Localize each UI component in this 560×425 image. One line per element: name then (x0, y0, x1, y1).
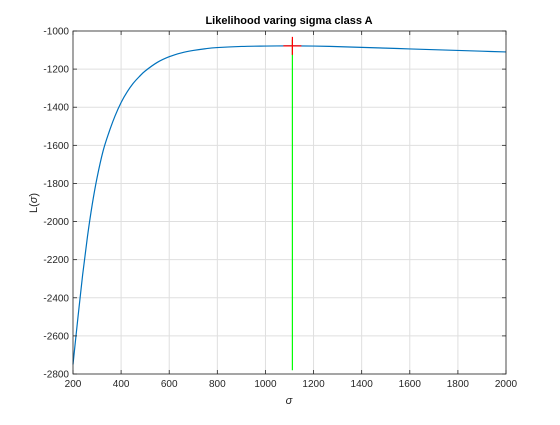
y-axis-label-suffix: ) (28, 193, 40, 197)
y-tick-label: -2400 (43, 293, 69, 304)
tick-layer: 200 400 600 800 1000 1200 1400 1600 1800 2000 -280… (43, 27, 517, 391)
x-tick-label: 1200 (302, 379, 325, 390)
data-layer (72, 36, 507, 371)
x-tick-label: 1400 (351, 379, 374, 390)
y-tick-label: -1400 (43, 103, 69, 114)
y-tick-label: -1600 (43, 141, 69, 152)
x-tick-label: 1600 (399, 379, 422, 390)
y-tick-label: -2800 (43, 370, 69, 381)
likelihood-series-line (72, 45, 507, 365)
y-tick-label: -1800 (43, 179, 69, 190)
grid-layer (72, 30, 507, 375)
x-tick-label: 200 (65, 379, 82, 390)
y-axis-label-prefix: L( (28, 203, 40, 213)
y-tick-label: -2000 (43, 217, 69, 228)
x-tick-label: 600 (161, 379, 178, 390)
x-tick-label: 1800 (447, 379, 470, 390)
chart-title: Likelihood varing sigma class A (205, 15, 372, 27)
y-axis-label-symbol: σ (28, 196, 40, 203)
axes-box (72, 30, 507, 375)
y-axis-label: L(σ) (28, 193, 40, 213)
x-tick-label: 400 (113, 379, 130, 390)
y-tick-label: -2200 (43, 255, 69, 266)
x-tick-label: 1000 (254, 379, 277, 390)
x-axis-label: σ (286, 395, 293, 407)
y-tick-label: -1200 (43, 65, 69, 76)
x-tick-label: 800 (209, 379, 226, 390)
y-tick-label: -1000 (43, 27, 69, 38)
y-tick-label: -2600 (43, 331, 69, 342)
x-tick-label: 2000 (495, 379, 518, 390)
